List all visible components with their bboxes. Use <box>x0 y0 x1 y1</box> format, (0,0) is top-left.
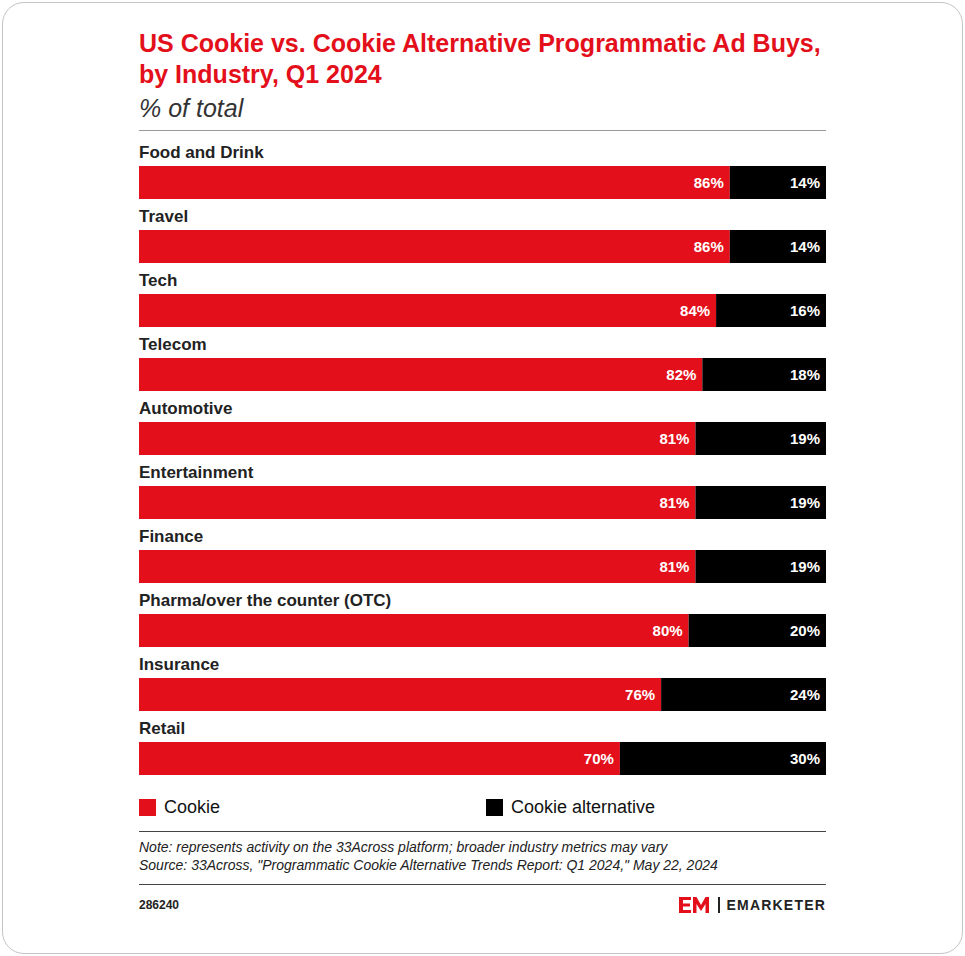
data-label: 18% <box>790 366 820 383</box>
bars <box>139 166 826 775</box>
bar-segment <box>695 422 826 455</box>
category-label: Food and Drink <box>139 143 264 162</box>
bar-segment <box>695 550 826 583</box>
brand: EMARKETER <box>727 897 826 913</box>
data-label: 76% <box>625 686 655 703</box>
logo-icon <box>679 896 713 914</box>
category-label: Tech <box>139 271 177 290</box>
bar-segment <box>620 742 826 775</box>
data-label: 81% <box>659 558 689 575</box>
bar-segment <box>689 614 826 647</box>
rule <box>139 130 826 131</box>
category-label: Travel <box>139 207 188 226</box>
legend-swatch <box>139 799 156 816</box>
footer: 286240 EMARKETER <box>139 893 826 917</box>
rule <box>139 884 826 885</box>
bar-segment <box>139 358 702 391</box>
subtitle: % of total <box>139 92 826 124</box>
logo-shape <box>693 897 709 913</box>
bar-segment <box>139 550 695 583</box>
data-label: 14% <box>790 174 820 191</box>
category-label: Automotive <box>139 399 233 418</box>
chart: 86% 14% 86% 14% 84% 16% 82% 18% 81% 19% 81% 19% 81% 1… <box>139 143 826 777</box>
bar-segment <box>730 166 826 199</box>
chart-id: 286240 <box>139 898 179 912</box>
category-label: Retail <box>139 719 185 738</box>
data-label: 84% <box>680 302 710 319</box>
bar-segment <box>139 294 716 327</box>
bar-segment <box>139 422 695 455</box>
source: Source: 33Across, "Programmatic Cookie A… <box>139 856 826 874</box>
data-label: 80% <box>653 622 683 639</box>
data-label: 19% <box>790 494 820 511</box>
logo-divider <box>718 897 720 913</box>
title: US Cookie vs. Cookie Alternative Program… <box>139 28 826 90</box>
data-label: 81% <box>659 494 689 511</box>
bar-segment <box>695 486 826 519</box>
bar-segment <box>661 678 826 711</box>
legend: Cookie Cookie alternative <box>139 793 826 821</box>
legend-item: Cookie alternative <box>486 797 655 818</box>
legend-label: Cookie alternative <box>511 797 655 818</box>
category-labels: Food and Drink Travel Tech Telecom Automotiv… <box>139 143 391 738</box>
data-label: 14% <box>790 238 820 255</box>
bar-segment <box>139 486 695 519</box>
logo: EMARKETER <box>679 896 826 914</box>
category-label: Insurance <box>139 655 219 674</box>
category-label: Telecom <box>139 335 207 354</box>
data-label: 86% <box>694 174 724 191</box>
data-label: 19% <box>790 430 820 447</box>
bar-segment <box>139 230 730 263</box>
data-label: 16% <box>790 302 820 319</box>
data-label: 19% <box>790 558 820 575</box>
legend-swatch <box>486 799 503 816</box>
data-label: 82% <box>666 366 696 383</box>
bar-segment <box>139 742 620 775</box>
bar-segment <box>702 358 826 391</box>
data-label: 86% <box>694 238 724 255</box>
data-label: 81% <box>659 430 689 447</box>
data-label: 70% <box>584 750 614 767</box>
bar-segment <box>139 614 689 647</box>
legend-label: Cookie <box>164 797 220 818</box>
note: Note: represents activity on the 33Acros… <box>139 838 826 856</box>
legend-item: Cookie <box>139 797 486 818</box>
data-label: 20% <box>790 622 820 639</box>
logo-shape <box>679 897 691 913</box>
rule <box>139 831 826 832</box>
bar-segment <box>730 230 826 263</box>
bar-segment <box>139 678 661 711</box>
data-label: 30% <box>790 750 820 767</box>
data-labels: 86% 14% 86% 14% 84% 16% 82% 18% 81% 19% 81% 19% 81% 1… <box>584 174 820 767</box>
category-label: Finance <box>139 527 203 546</box>
data-label: 24% <box>790 686 820 703</box>
bar-segment <box>716 294 826 327</box>
bar-segment <box>139 166 730 199</box>
category-label: Entertainment <box>139 463 254 482</box>
category-label: Pharma/over the counter (OTC) <box>139 591 391 610</box>
content: US Cookie vs. Cookie Alternative Program… <box>139 28 826 917</box>
